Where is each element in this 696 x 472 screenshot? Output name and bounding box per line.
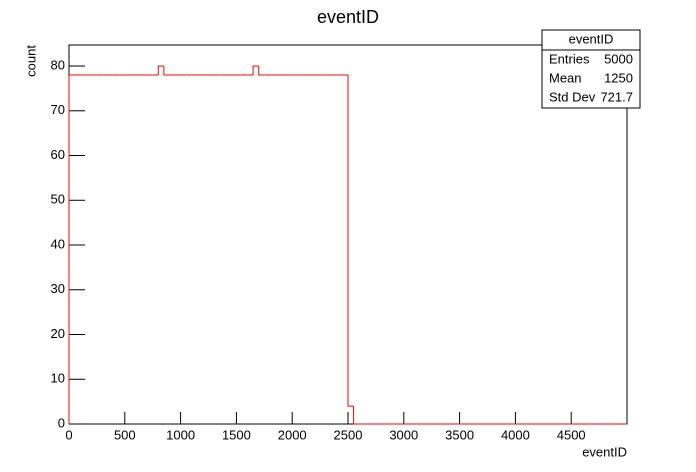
y-tick-label: 60 bbox=[51, 147, 65, 162]
x-tick-label: 1500 bbox=[222, 427, 251, 442]
y-axis-label: count bbox=[23, 45, 38, 77]
stats-value: 1250 bbox=[604, 70, 633, 85]
stats-box: eventID Entries 5000 Mean 1250 Std Dev 7… bbox=[541, 29, 641, 109]
histogram-bin bbox=[68, 74, 75, 424]
x-tick-label: 4000 bbox=[501, 427, 530, 442]
y-tick-label: 50 bbox=[51, 192, 65, 207]
stats-value: 721.7 bbox=[600, 89, 633, 104]
histogram-bin bbox=[252, 65, 259, 75]
x-tick-label: 2000 bbox=[278, 427, 307, 442]
stats-label: Mean bbox=[549, 70, 582, 85]
histogram-bin bbox=[353, 406, 360, 425]
y-tick-label: 80 bbox=[51, 57, 65, 72]
stats-value: 5000 bbox=[604, 51, 633, 66]
stats-label: Entries bbox=[549, 51, 590, 66]
y-tick-label: 40 bbox=[51, 236, 65, 251]
y-tick-label: 70 bbox=[51, 102, 65, 117]
x-tick-label: 2500 bbox=[334, 427, 363, 442]
x-tick-label: 1000 bbox=[166, 427, 195, 442]
x-tick-label: 3500 bbox=[445, 427, 474, 442]
y-tick-label: 0 bbox=[58, 415, 65, 430]
stats-label: Std Dev bbox=[549, 89, 596, 104]
y-tick-label: 30 bbox=[51, 281, 65, 296]
chart-title: eventID bbox=[317, 7, 379, 27]
x-tick-label: 500 bbox=[114, 427, 136, 442]
x-axis-label: eventID bbox=[582, 444, 627, 459]
stats-title: eventID bbox=[569, 31, 614, 46]
x-tick-label: 4500 bbox=[557, 427, 586, 442]
x-tick-label: 3000 bbox=[389, 427, 418, 442]
histogram-bin bbox=[347, 74, 354, 407]
y-tick-label: 10 bbox=[51, 371, 65, 386]
y-tick-label: 20 bbox=[51, 326, 65, 341]
histogram-bin bbox=[157, 65, 164, 75]
x-tick-label: 0 bbox=[65, 427, 72, 442]
stats-frame bbox=[541, 29, 641, 109]
histogram-bin bbox=[258, 66, 265, 76]
histogram-bin bbox=[163, 66, 170, 76]
